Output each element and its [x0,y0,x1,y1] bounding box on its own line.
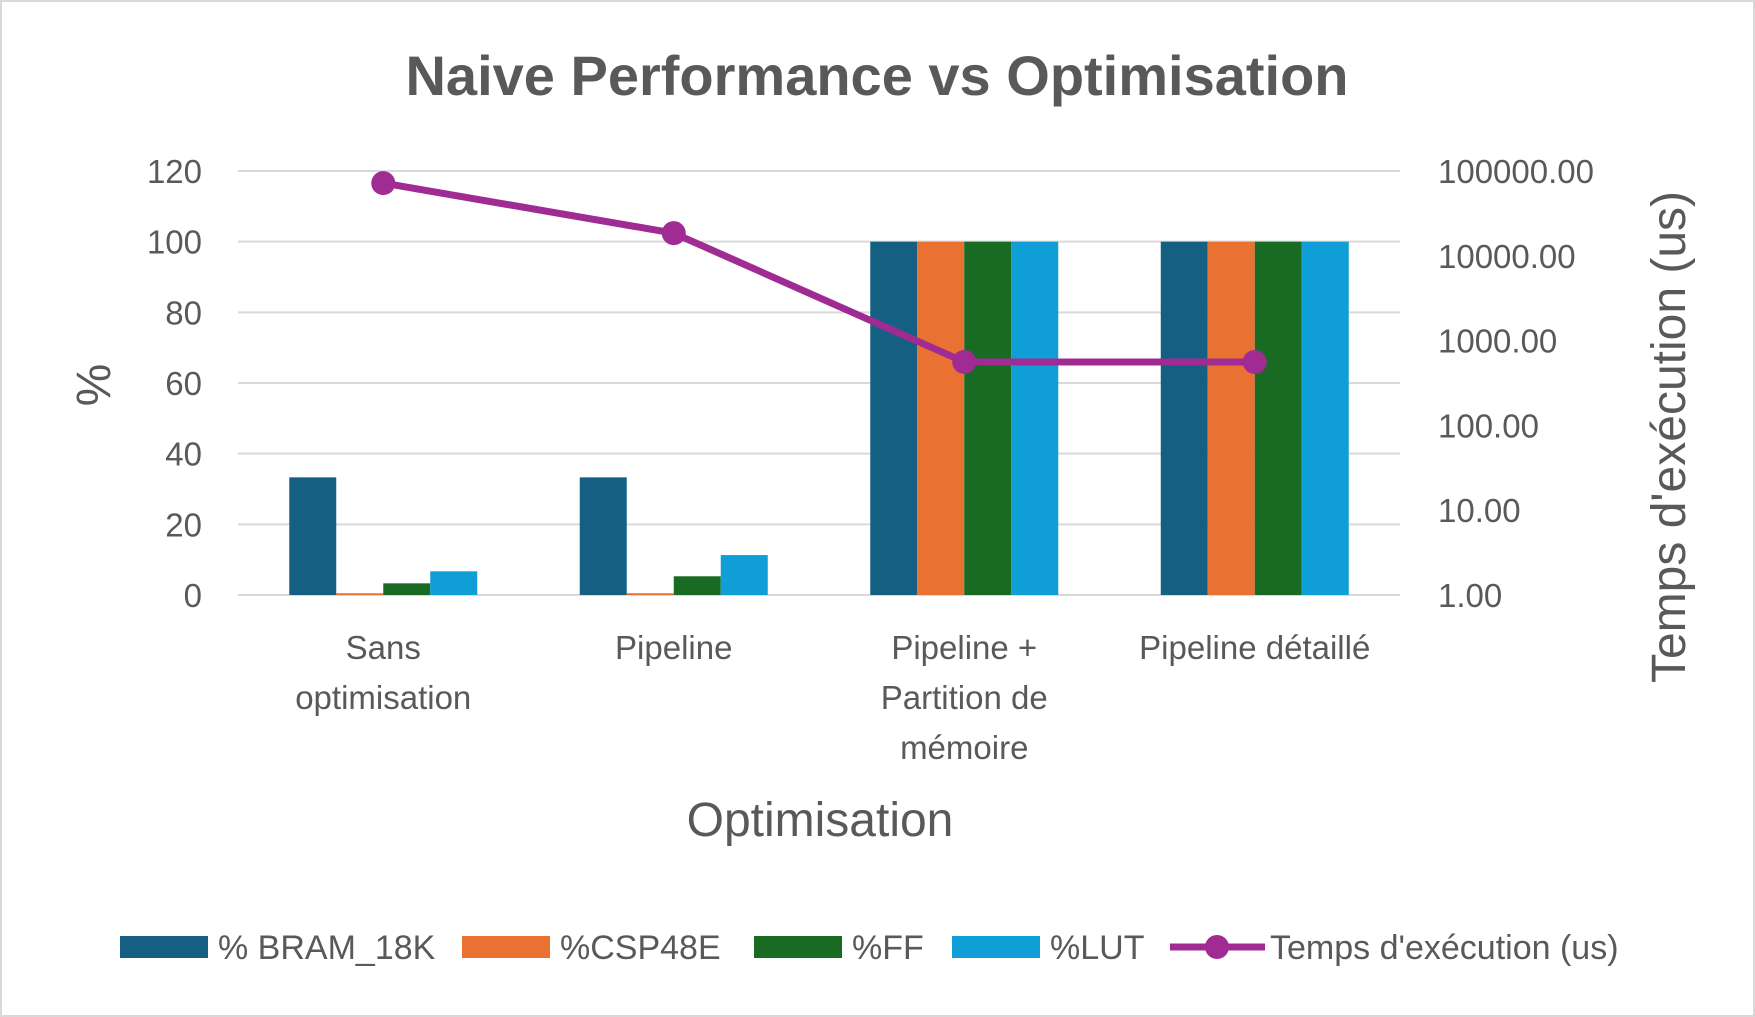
legend-swatch [952,936,1040,958]
legend-label: % BRAM_18K [218,929,436,967]
bar [1160,241,1208,595]
x-axis-title: Optimisation [687,794,954,847]
y2-tick-label: 100.00 [1438,407,1539,444]
x-tick-label: mémoire [900,729,1028,766]
x-tick-label: Sans [346,629,421,666]
line-point [952,349,977,374]
legend-swatch [120,936,208,958]
legend-label: %FF [852,929,924,967]
bar [336,593,384,595]
y-tick-label: 100 [147,224,202,261]
legend-swatch [462,936,550,958]
y2-axis-title: Temps d'exécution (us) [1643,191,1696,683]
y2-tick-label: 1.00 [1438,577,1502,614]
x-tick-label: Pipeline [615,629,732,666]
y-axis-title: % [68,364,121,407]
legend-label: %LUT [1050,929,1144,967]
y-tick-label: 0 [184,577,202,614]
legend-marker [1205,935,1229,959]
y-tick-label: 60 [165,365,202,402]
x-tick-label: Pipeline + [891,629,1037,666]
y-tick-label: 40 [165,436,202,473]
y-tick-label: 80 [165,294,202,331]
x-tick-label: Partition de [881,679,1048,716]
bar [1301,241,1349,595]
legend-label: %CSP48E [560,929,721,967]
bars [289,241,1349,595]
legend-swatch [754,936,842,958]
legend: % BRAM_18K %CSP48E %FF %LUT Temps d'exécutio… [120,929,1619,967]
y2-tick-label: 100000.00 [1438,153,1594,190]
y2-tick-label: 10000.00 [1438,238,1576,275]
series-line [382,179,1255,366]
bar [720,555,768,595]
bar [673,576,721,595]
bar [1207,241,1255,595]
bar [917,241,965,595]
bar [626,593,674,595]
chart-title: Naive Performance vs Optimisation [405,44,1348,107]
line-point [661,221,686,246]
line-point [1242,349,1267,374]
bar [870,241,918,595]
y2-axis-ticks: 1.00 10.00 100.00 1000.00 10000.00 100000.00 [1438,153,1594,614]
y2-tick-label: 10.00 [1438,492,1521,529]
y-tick-label: 120 [147,153,202,190]
bar [430,571,478,595]
bar [289,477,337,595]
bar [1011,241,1059,595]
x-tick-label: Pipeline détaillé [1139,629,1370,666]
bar [579,477,627,595]
x-tick-label: optimisation [295,679,471,716]
line-series [371,171,1267,374]
line-point [371,171,396,196]
y-axis-ticks: 0 20 40 60 80 100 120 [147,153,202,614]
y-tick-label: 20 [165,506,202,543]
x-axis-categories: Sans optimisation Pipeline Pipeline + Partit… [295,629,1370,766]
bar [383,583,431,595]
bar [1254,241,1302,595]
legend-label: Temps d'exécution (us) [1270,929,1619,967]
y2-tick-label: 1000.00 [1438,323,1557,360]
bar [964,241,1012,595]
